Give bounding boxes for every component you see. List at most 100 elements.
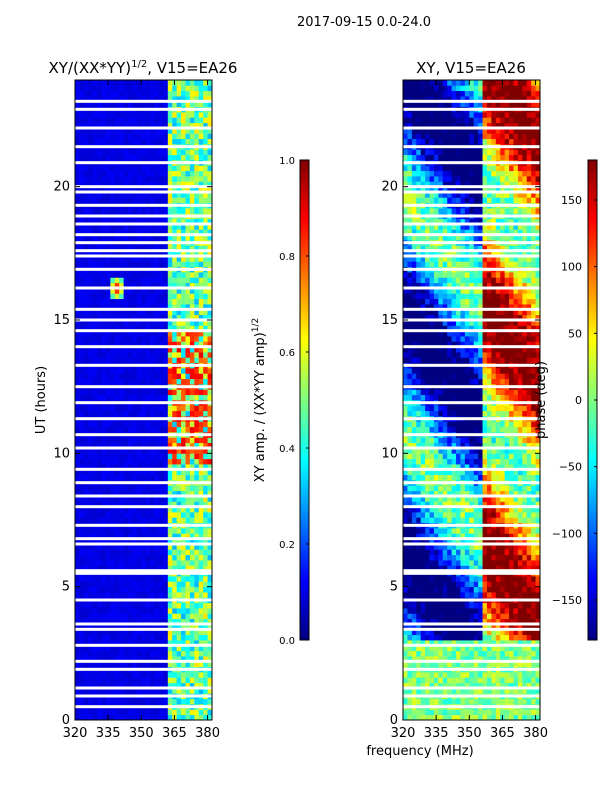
heatmap-cell <box>128 357 133 364</box>
heatmap-cell <box>136 186 142 193</box>
heatmap-cell <box>456 586 461 593</box>
heatmap-cell <box>181 96 186 102</box>
heatmap-cell <box>203 437 208 444</box>
heatmap-cell <box>172 586 178 593</box>
heatmap-cell <box>411 581 417 588</box>
heatmap-cell <box>513 714 519 721</box>
heatmap-cell <box>198 640 204 646</box>
heatmap-cell <box>513 624 519 630</box>
heatmap-cell <box>203 464 208 470</box>
heatmap-cell <box>141 373 147 380</box>
heatmap-cell <box>442 629 448 636</box>
heatmap-cell <box>491 602 497 609</box>
heatmap-cell <box>451 709 457 716</box>
heatmap-cell <box>128 586 133 593</box>
heatmap-cell <box>88 368 94 374</box>
heatmap-cell <box>203 496 208 502</box>
heatmap-cell <box>181 453 186 460</box>
heatmap-cell <box>145 170 151 177</box>
flagged-gap <box>75 233 212 237</box>
heatmap-cell <box>145 560 151 566</box>
heatmap-cell <box>158 458 164 465</box>
heatmap-cell <box>473 576 479 582</box>
heatmap-cell <box>185 410 191 417</box>
heatmap-cell <box>128 709 133 716</box>
heatmap-cell <box>407 538 413 545</box>
heatmap-cell <box>181 309 186 316</box>
heatmap-cell <box>181 592 186 598</box>
heatmap-cell <box>429 661 435 668</box>
heatmap-cell <box>119 165 125 172</box>
heatmap-cell <box>145 352 151 358</box>
heatmap-cell <box>189 224 195 230</box>
heatmap-cell <box>150 368 155 374</box>
heatmap-cell <box>119 394 125 401</box>
heatmap-cell <box>189 128 195 134</box>
heatmap-cell <box>79 352 85 358</box>
heatmap-cell <box>136 165 142 172</box>
heatmap-cell <box>88 117 94 124</box>
heatmap-cell <box>154 181 160 188</box>
heatmap-cell <box>141 293 147 300</box>
heatmap-cell <box>141 394 147 401</box>
heatmap-cell <box>194 325 200 332</box>
heatmap-cell <box>132 458 138 465</box>
heatmap-cell <box>176 394 182 401</box>
heatmap-cell <box>194 229 200 236</box>
heatmap-cell <box>478 581 483 588</box>
heatmap-cell <box>145 229 151 236</box>
heatmap-cell <box>145 581 151 588</box>
heatmap-cell <box>92 90 98 97</box>
heatmap-cell <box>105 373 111 380</box>
heatmap-cell <box>79 656 85 662</box>
heatmap-cell <box>495 565 501 572</box>
heatmap-cell <box>163 234 169 241</box>
heatmap-cell <box>101 565 107 572</box>
heatmap-cell <box>486 560 492 566</box>
heatmap-cell <box>438 565 444 572</box>
heatmap-cell <box>88 373 94 380</box>
heatmap-cell <box>132 656 138 662</box>
heatmap-cell <box>119 533 125 540</box>
heatmap-cell <box>203 453 208 460</box>
heatmap-cell <box>83 133 89 140</box>
heatmap-cell <box>464 602 470 609</box>
heatmap-cell <box>185 192 191 198</box>
heatmap-cell <box>495 533 501 540</box>
heatmap-cell <box>114 357 120 364</box>
heatmap-cell <box>150 645 155 652</box>
heatmap-cell <box>132 533 138 540</box>
heatmap-cell <box>478 608 483 614</box>
heatmap-cell <box>181 650 186 657</box>
heatmap-cell <box>75 410 80 417</box>
heatmap-cell <box>105 261 111 268</box>
heatmap-cell <box>83 618 89 625</box>
heatmap-cell <box>438 581 444 588</box>
heatmap-cell <box>198 442 204 449</box>
heatmap-cell <box>83 208 89 214</box>
heatmap-cell <box>185 277 191 284</box>
heatmap-cell <box>128 656 133 662</box>
heatmap-cell <box>75 149 80 156</box>
heatmap-cell <box>141 176 147 182</box>
heatmap-cell <box>158 282 164 289</box>
heatmap-cell <box>172 320 178 326</box>
heatmap-cell <box>141 517 147 524</box>
heatmap-cell <box>123 341 129 348</box>
heatmap-cell <box>141 474 147 481</box>
heatmap-cell <box>101 602 107 609</box>
heatmap-cell <box>114 314 120 321</box>
heatmap-cell <box>75 661 80 668</box>
heatmap-cell <box>79 688 85 694</box>
heatmap-cell <box>75 186 80 193</box>
heatmap-cell <box>105 602 111 609</box>
heatmap-cell <box>92 533 98 540</box>
heatmap-cell <box>132 234 138 241</box>
heatmap-cell <box>105 133 111 140</box>
heatmap-cell <box>176 458 182 465</box>
heatmap-cell <box>123 560 129 566</box>
heatmap-cell <box>504 576 510 582</box>
heatmap-cell <box>123 112 129 118</box>
heatmap-cell <box>75 128 80 134</box>
heatmap-cell <box>176 544 182 550</box>
